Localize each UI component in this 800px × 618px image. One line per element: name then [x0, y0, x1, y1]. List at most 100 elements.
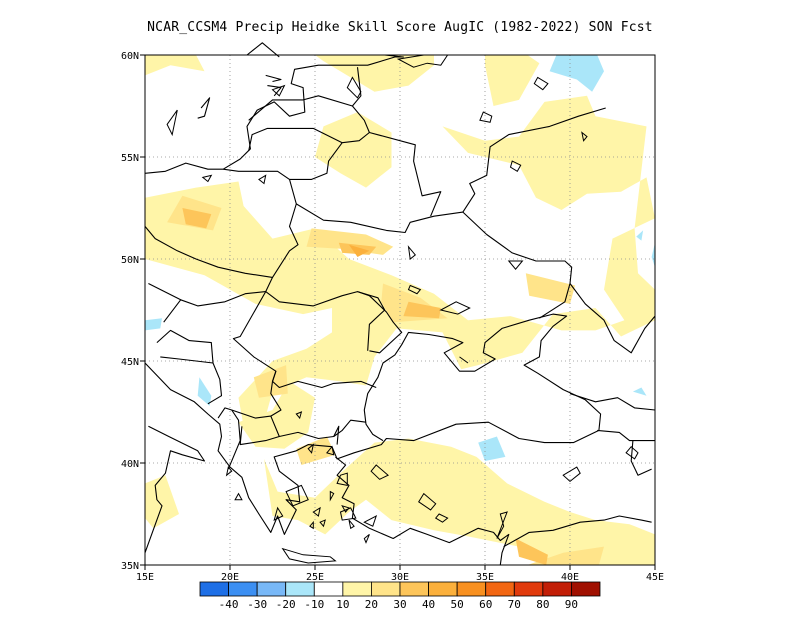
colorbar-label--40: -40 [219, 598, 239, 611]
border-20 [569, 283, 656, 354]
colorbar-swatch-13 [571, 581, 601, 597]
colorbar-label--20: -20 [276, 598, 296, 611]
skill-region--10-25 [632, 387, 647, 396]
lake-14 [370, 464, 390, 480]
border-16 [163, 291, 266, 323]
coastline-layer [144, 42, 656, 566]
skill-region-10-8 [145, 475, 179, 529]
border-14 [207, 362, 223, 405]
skill-region--10-24 [478, 436, 506, 461]
tick-label-lat-40N: 40N [121, 459, 139, 470]
island-6 [336, 472, 348, 487]
lake-2 [479, 111, 493, 123]
tick-label-lat-60N: 60N [121, 51, 139, 62]
lake-20 [295, 411, 303, 420]
colorbar-label-30: 30 [393, 598, 406, 611]
colorbar-label-20: 20 [365, 598, 378, 611]
figure-title: NCAR_CCSM4 Precip Heidke Skill Score Aug… [147, 20, 653, 35]
coastline-0 [144, 313, 602, 535]
colorbar-swatch-11 [513, 581, 544, 597]
border-13 [217, 407, 271, 419]
colorbar-label-80: 80 [536, 598, 549, 611]
colorbar-swatch-3 [285, 581, 315, 597]
lake-6 [439, 301, 471, 315]
border-19 [597, 429, 655, 442]
border-17 [148, 283, 181, 301]
island-8 [341, 504, 350, 513]
border-5 [248, 127, 343, 152]
colorbar-label--30: -30 [247, 598, 267, 611]
colorbar-swatch-4 [313, 581, 344, 597]
coastline-2 [144, 425, 206, 553]
island-1 [225, 465, 233, 477]
lake-1 [346, 76, 362, 99]
lake-7 [407, 284, 422, 295]
colorbar-label-10: 10 [336, 598, 349, 611]
tick-label-lon-20E: 20E [221, 572, 239, 583]
border-6 [248, 95, 370, 133]
island-16 [271, 84, 286, 97]
island-15 [166, 109, 178, 137]
lake-5 [581, 131, 588, 142]
island-11 [309, 520, 314, 530]
colorbar-swatch-1 [228, 581, 258, 597]
tick-label-lat-35N: 35N [121, 561, 139, 572]
tick-label-lon-35E: 35E [476, 572, 494, 583]
island-17 [459, 356, 469, 364]
skill-region-10-4 [315, 55, 434, 92]
border-11 [333, 425, 340, 445]
tick-label-lon-25E: 25E [306, 572, 324, 583]
skill-region--10-22 [145, 318, 162, 331]
border-15 [156, 329, 214, 364]
border-3 [296, 203, 573, 319]
skill-region-30-19 [515, 538, 548, 565]
tick-label-lon-45E: 45E [646, 572, 664, 583]
tick-label-lat-50N: 50N [121, 255, 139, 266]
lake-19 [258, 174, 267, 185]
colorbar-swatch-9 [456, 581, 487, 597]
island-10 [319, 519, 326, 528]
skill-region--10-26 [651, 242, 655, 268]
lake-18 [201, 174, 213, 183]
skill-region--10-27 [636, 230, 644, 241]
island-4 [326, 445, 335, 456]
skill-region--10-23 [197, 377, 212, 406]
skill-region-40-20 [349, 244, 370, 257]
skill-region-10-7 [264, 438, 655, 565]
lake-15 [418, 492, 437, 511]
colorbar-swatch-12 [542, 581, 572, 597]
skill-region-10-0 [145, 55, 205, 76]
colorbar-swatch-5 [342, 581, 372, 597]
border-8 [232, 291, 377, 389]
island-0 [281, 547, 337, 564]
colorbar-label--10: -10 [304, 598, 324, 611]
skill-score-fill-layer [145, 55, 655, 565]
lake-13 [434, 513, 449, 523]
skill-region-10-6 [238, 381, 315, 449]
axis-ticks: 15E 20E 25E 30E 35E 40E 45E 35N 40N 45N 50N 55N 60N [121, 51, 664, 583]
border-23 [630, 440, 652, 476]
border-22 [503, 515, 652, 548]
colorbar-label-50: 50 [451, 598, 464, 611]
island-3 [285, 484, 309, 507]
skill-region--10-21 [549, 55, 604, 92]
island-13 [348, 519, 355, 530]
colorbar-swatch-8 [428, 581, 458, 597]
colorbar-swatch-6 [371, 581, 401, 597]
colorbar-label-90: 90 [565, 598, 578, 611]
border-4 [289, 131, 442, 217]
colorbar-label-60: 60 [479, 598, 492, 611]
border-21 [462, 107, 606, 213]
coastline-3 [144, 54, 404, 174]
graticule [145, 55, 655, 565]
colorbar-swatch-10 [485, 581, 515, 597]
colorbar-label-40: 40 [422, 598, 435, 611]
tick-label-lon-30E: 30E [391, 572, 409, 583]
skill-region-20-14 [525, 273, 576, 304]
island-2 [234, 492, 243, 501]
border-18 [569, 393, 656, 411]
skill-region-10-2 [315, 112, 392, 188]
island-12 [363, 534, 370, 544]
